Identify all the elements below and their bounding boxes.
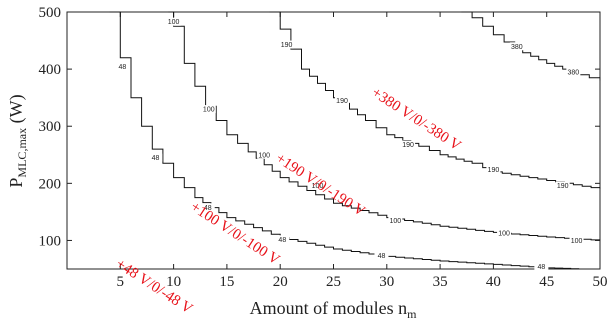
contour-label-background — [279, 40, 294, 49]
contour-label-background — [555, 181, 570, 190]
contour-label-text: 190 — [402, 142, 414, 149]
contour-label-text: 48 — [537, 264, 545, 271]
contour-label-100: 100 — [497, 229, 512, 238]
contour-label-background — [257, 150, 272, 159]
contour-label-text: 190 — [336, 98, 348, 105]
contour-label-background — [335, 96, 350, 105]
y-tick-label: 200 — [39, 176, 62, 192]
contour-label-background — [201, 105, 216, 114]
contour-label-100: 100 — [166, 17, 181, 26]
contour-label-380: 380 — [566, 67, 581, 76]
x-tick-label: 10 — [166, 274, 181, 290]
contour-label-text: 48 — [278, 237, 286, 244]
y-axis-label: PMLC,max (W) — [6, 94, 29, 187]
contour-label-text: 100 — [571, 238, 583, 245]
contour-label-text: 190 — [557, 183, 569, 190]
contour-line-100 — [168, 11, 601, 241]
y-tick-label: 500 — [39, 5, 62, 21]
contour-label-text: 48 — [378, 253, 386, 260]
x-tick-label: 25 — [326, 274, 341, 290]
contour-label-background — [166, 17, 181, 26]
voltage-annotation: +48 V/0/-48 V — [113, 256, 196, 317]
x-tick-label: 5 — [117, 274, 125, 290]
contour-label-background — [509, 42, 524, 51]
contour-label-100: 100 — [388, 216, 403, 225]
contour-label-100: 100 — [257, 150, 272, 159]
contour-label-background — [534, 262, 549, 271]
contour-label-background — [388, 216, 403, 225]
contour-label-text: 100 — [389, 218, 401, 225]
y-tick-label: 300 — [39, 119, 62, 135]
contour-label-background — [566, 67, 581, 76]
contour-label-380: 380 — [509, 42, 524, 51]
x-tick-label: 35 — [433, 274, 448, 290]
contour-label-text: 100 — [498, 231, 510, 238]
contour-label-background — [486, 165, 501, 174]
x-tick-label: 50 — [593, 274, 608, 290]
contour-label-48: 48 — [374, 251, 389, 260]
y-tick-label: 400 — [39, 62, 62, 78]
contour-label-text: 100 — [258, 152, 270, 159]
contour-label-background — [497, 229, 512, 238]
voltage-annotation: +190 V/0/-190 V — [273, 150, 368, 220]
contour-label-190: 190 — [279, 40, 294, 49]
contour-label-background — [148, 153, 163, 162]
contour-label-background — [569, 236, 584, 245]
contour-label-48: 48 — [148, 153, 163, 162]
contour-label-background — [401, 140, 416, 149]
contour-label-100: 100 — [310, 181, 325, 190]
x-tick-label: 30 — [379, 274, 394, 290]
contour-label-text: 380 — [511, 44, 523, 51]
y-tick-label: 100 — [39, 233, 62, 249]
contour-line-48 — [109, 11, 580, 270]
contour-lines — [109, 11, 601, 270]
x-tick-label: 40 — [486, 274, 501, 290]
contour-label-48: 48 — [200, 203, 215, 212]
contour-label-text: 380 — [568, 69, 580, 76]
contour-label-background — [310, 181, 325, 190]
x-tick-label: 20 — [273, 274, 288, 290]
voltage-annotation: +100 V/0/-100 V — [187, 199, 282, 269]
contour-label-text: 190 — [281, 42, 293, 49]
contour-label-48: 48 — [275, 235, 290, 244]
x-tick-label: 15 — [219, 274, 234, 290]
contour-label-190: 190 — [335, 96, 350, 105]
contour-label-48: 48 — [534, 262, 549, 271]
contour-label-190: 190 — [555, 181, 570, 190]
contour-label-100: 100 — [569, 236, 584, 245]
contour-label-text: 48 — [152, 155, 160, 162]
contour-label-text: 100 — [312, 183, 324, 190]
contour-label-background — [200, 203, 215, 212]
contour-line-190 — [269, 11, 601, 189]
contour-label-background — [374, 251, 389, 260]
axis-ticks: 5 10 15 20 25 30 35 40 45 50 100 200 300 400 500 — [39, 5, 608, 290]
x-axis-label: Amount of modules nm — [250, 298, 418, 321]
contour-label-100: 100 — [201, 105, 216, 114]
contour-label-190: 190 — [401, 140, 416, 149]
contour-label-190: 190 — [486, 165, 501, 174]
contour-label-text: 48 — [119, 64, 127, 71]
contour-labels: 48 48 48 48 48 48 100 100 100 100 100 100 100 190 190 1… — [115, 17, 584, 271]
contour-label-background — [275, 235, 290, 244]
contour-label-text: 190 — [488, 167, 500, 174]
contour-label-text: 100 — [168, 19, 180, 26]
x-tick-label: 45 — [539, 274, 554, 290]
contour-label-48: 48 — [115, 62, 130, 71]
contour-label-text: 100 — [203, 107, 215, 114]
contour-label-text: 48 — [204, 205, 212, 212]
contour-label-background — [115, 62, 130, 71]
